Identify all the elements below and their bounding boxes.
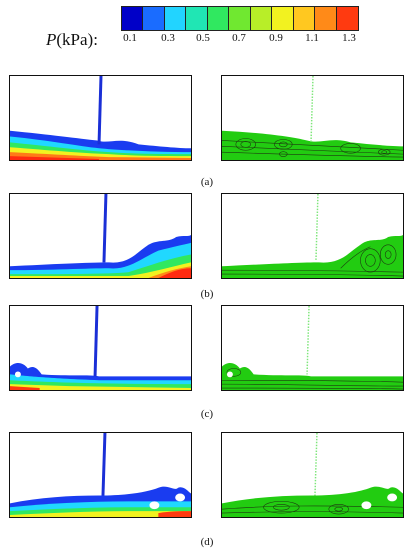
colorbar-tick: 1.3: [342, 32, 356, 44]
pressure-contour-d: [10, 433, 191, 517]
flow-panel-a: [221, 75, 404, 161]
caption-d: (d): [200, 536, 214, 548]
colorbar-segment: [143, 7, 165, 30]
colorbar-segment: [207, 7, 230, 30]
pressure-panel-a: [9, 75, 192, 161]
colorbar-tick: 0.5: [196, 32, 210, 44]
pressure-panel-d: [9, 432, 192, 518]
colorbar-tick: 1.1: [305, 32, 319, 44]
streamline-field-a: [222, 76, 403, 160]
colorbar-segment: [122, 7, 144, 30]
pressure-contour-c: [10, 306, 191, 390]
colorbar-segment: [229, 7, 251, 30]
pressure-panel-c: [9, 305, 192, 391]
caption-c: (c): [200, 408, 214, 420]
flow-panel-b: [221, 193, 404, 279]
colorbar-segment: [186, 7, 208, 30]
flow-panel-c: [221, 305, 404, 391]
pressure-contour-b: [10, 194, 191, 278]
streamline-field-b: [222, 194, 403, 278]
pressure-panel-b: [9, 193, 192, 279]
caption-a: (a): [200, 176, 214, 188]
colorbar-tick: 0.1: [123, 32, 137, 44]
colorbar-segment: [336, 7, 358, 30]
colorbar-segment: [315, 7, 337, 30]
colorbar-segment: [272, 7, 294, 30]
colorbar-segment: [293, 7, 316, 30]
colorbar-segment: [164, 7, 187, 30]
colorbar-tick: 0.9: [269, 32, 283, 44]
legend-title: P(kPa):: [46, 30, 98, 50]
pressure-colorbar: [121, 6, 359, 31]
pressure-contour-a: [10, 76, 191, 160]
colorbar-segment: [250, 7, 273, 30]
colorbar-tick: 0.3: [161, 32, 175, 44]
streamline-field-c: [222, 306, 403, 390]
pressure-symbol: P: [46, 30, 57, 49]
pressure-unit: (kPa):: [56, 30, 98, 49]
flow-panel-d: [221, 432, 404, 518]
streamline-field-d: [222, 433, 403, 517]
colorbar-tick: 0.7: [232, 32, 246, 44]
caption-b: (b): [200, 288, 214, 300]
